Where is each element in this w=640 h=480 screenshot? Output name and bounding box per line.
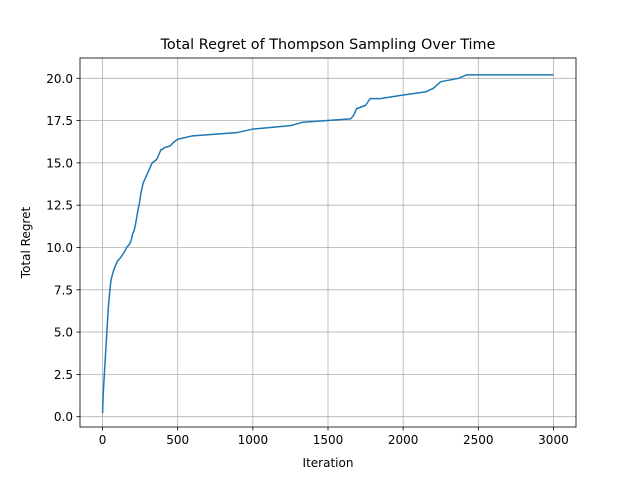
y-tick-label: 7.5 [54, 283, 73, 297]
x-tick-label: 2000 [388, 433, 419, 447]
regret-line [101, 74, 554, 414]
y-tick-label: 20.0 [46, 72, 73, 86]
chart-title: Total Regret of Thompson Sampling Over T… [160, 37, 496, 53]
x-tick-label: 3000 [538, 433, 569, 447]
y-tick-label: 17.5 [46, 114, 73, 128]
y-tick-label: 0.0 [54, 410, 73, 424]
grid [80, 58, 576, 427]
ticks: 0 500 1000 1500 2000 2500 3000 0.0 2.5 5.0 7.5 10.0… [46, 72, 568, 447]
y-axis-label: Total Regret [19, 207, 33, 280]
y-tick-label: 10.0 [46, 241, 73, 255]
y-tick-label: 15.0 [46, 156, 73, 170]
x-tick-label: 1500 [313, 433, 344, 447]
x-tick-label: 0 [99, 433, 107, 447]
x-tick-label: 1000 [238, 433, 269, 447]
y-tick-label: 5.0 [54, 326, 73, 340]
y-tick-label: 2.5 [54, 368, 73, 382]
x-tick-label: 500 [166, 433, 189, 447]
x-axis-label: Iteration [303, 456, 354, 470]
y-tick-label: 12.5 [46, 199, 73, 213]
x-tick-label: 2500 [463, 433, 494, 447]
line-layer [101, 74, 554, 414]
